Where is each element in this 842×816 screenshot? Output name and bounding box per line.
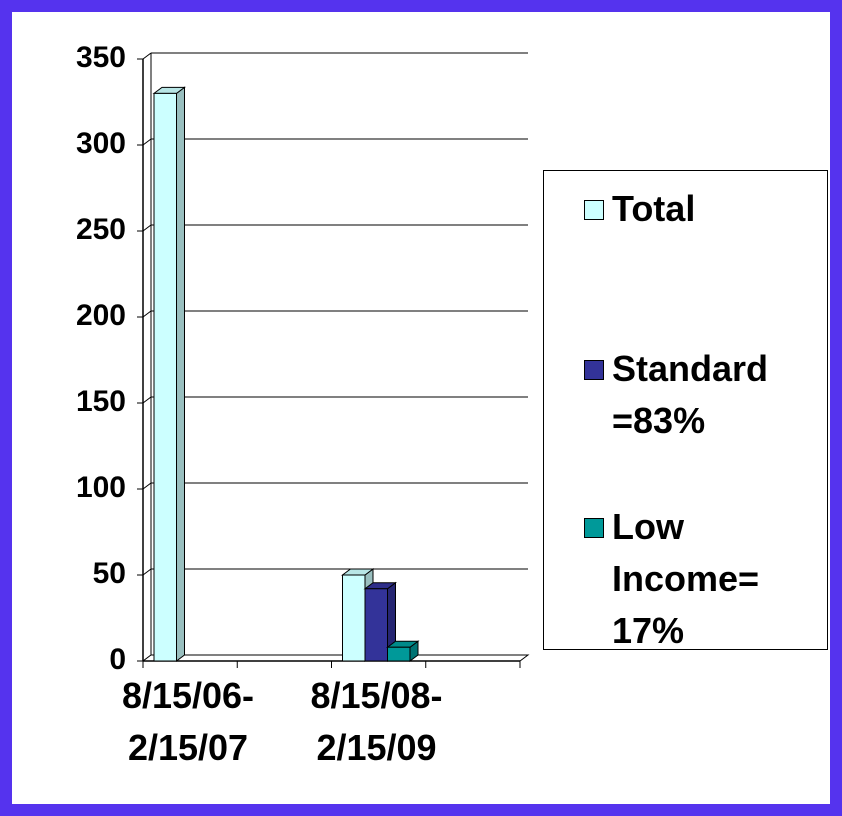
bar [364, 588, 388, 662]
y-tick-label: 0 [109, 643, 126, 676]
legend-swatch [584, 200, 604, 220]
legend-entry: Standard =83% [584, 343, 824, 447]
y-tick-label: 50 [93, 557, 126, 590]
legend: Total Standard =83% Low Income= 17% [543, 170, 828, 651]
grid-line [142, 138, 152, 146]
legend-label: Standard =83% [612, 348, 769, 441]
grid-line [142, 224, 152, 232]
grid-line [142, 482, 152, 490]
grid-line [142, 568, 152, 576]
grid-line [142, 310, 152, 318]
floor [141, 654, 530, 662]
legend-label: Low Income= 17% [612, 506, 760, 651]
y-tick-label: 150 [76, 385, 126, 418]
y-tick-label: 200 [76, 299, 126, 332]
y-tick-label: 250 [76, 213, 126, 246]
legend-swatch [584, 360, 604, 380]
y-tick-label: 100 [76, 471, 126, 504]
x-tick-label: 8/15/08-2/15/09 [310, 675, 443, 768]
bar-side [176, 86, 185, 662]
legend-swatch [584, 518, 604, 538]
y-tick-label: 350 [76, 41, 126, 74]
grid-line [142, 52, 152, 60]
legend-label: Total [612, 188, 696, 229]
bar [342, 574, 366, 662]
bar [153, 92, 177, 662]
grid-line [142, 396, 152, 404]
bar [387, 646, 411, 662]
y-tick-label: 300 [76, 127, 126, 160]
x-tick-label: 8/15/06-2/15/07 [121, 675, 255, 768]
legend-entry: Total [584, 183, 824, 235]
legend-entry: Low Income= 17% [584, 501, 824, 657]
